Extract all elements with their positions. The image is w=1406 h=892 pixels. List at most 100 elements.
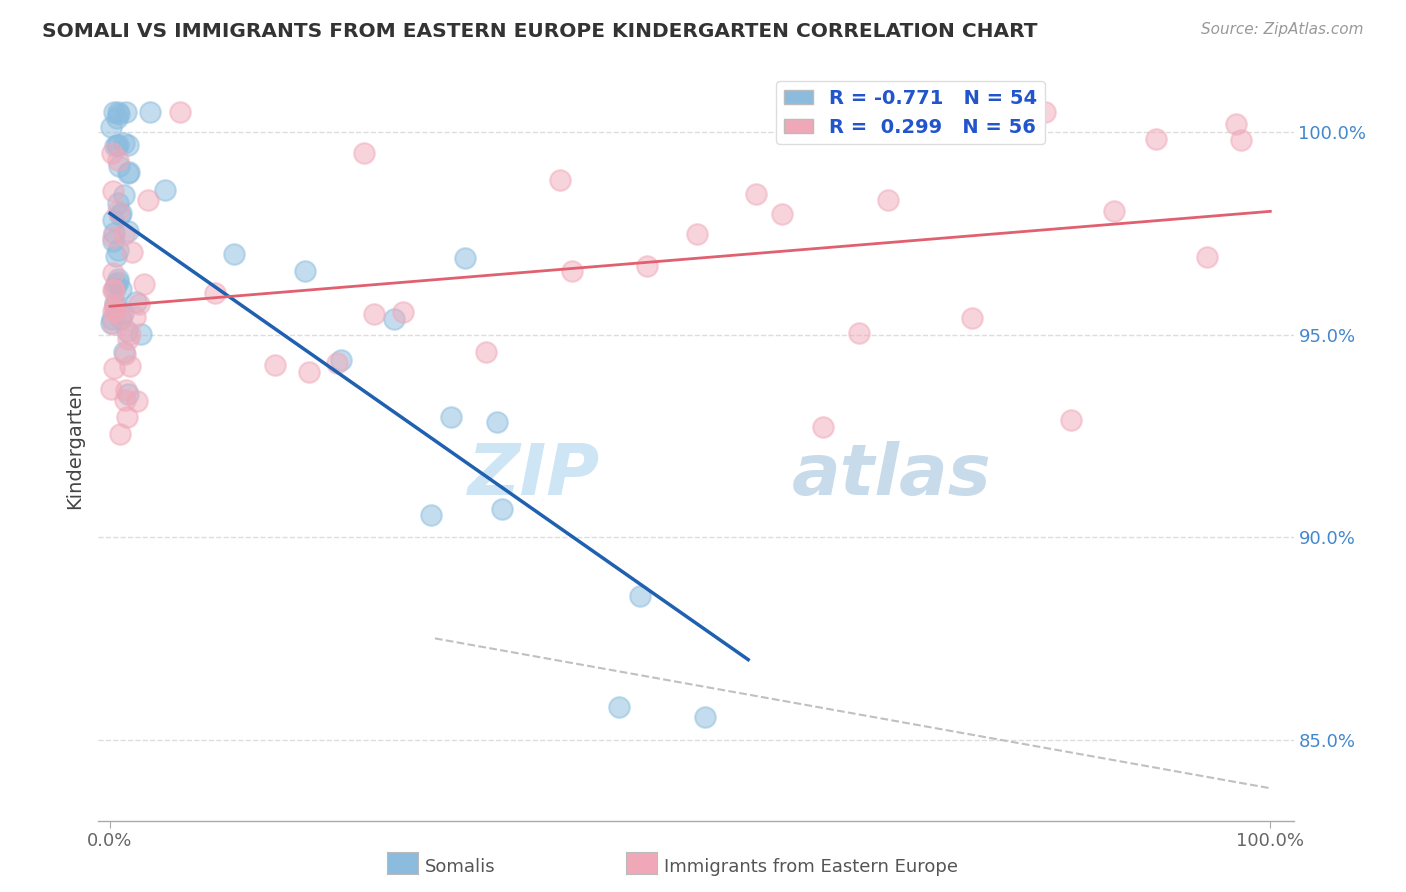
- Point: [114, 347, 136, 361]
- Point: [330, 352, 353, 367]
- Point: [101, 234, 124, 248]
- Point: [112, 136, 135, 150]
- Point: [110, 206, 132, 220]
- Text: atlas: atlas: [792, 442, 991, 510]
- Point: [770, 207, 793, 221]
- Point: [1195, 250, 1218, 264]
- Point: [1033, 104, 1056, 119]
- Point: [103, 104, 125, 119]
- Point: [117, 166, 139, 180]
- Point: [112, 306, 135, 320]
- Point: [104, 139, 127, 153]
- Point: [107, 203, 129, 218]
- Point: [117, 138, 139, 153]
- Point: [129, 326, 152, 341]
- Point: [108, 427, 131, 442]
- Point: [115, 104, 138, 119]
- Point: [117, 387, 139, 401]
- Point: [115, 410, 138, 425]
- Point: [107, 104, 129, 119]
- Point: [204, 286, 226, 301]
- Point: [1144, 132, 1167, 146]
- Point: [124, 310, 146, 325]
- Point: [100, 316, 122, 330]
- Point: [1060, 413, 1083, 427]
- Point: [121, 244, 143, 259]
- Point: [630, 589, 652, 603]
- Point: [105, 137, 128, 152]
- Point: [114, 393, 136, 408]
- Point: [607, 699, 630, 714]
- Point: [108, 159, 131, 173]
- Point: [745, 186, 768, 201]
- Point: [101, 266, 124, 280]
- Point: [115, 324, 138, 338]
- Point: [107, 272, 129, 286]
- Point: [104, 298, 127, 312]
- Point: [491, 501, 513, 516]
- Text: Source: ZipAtlas.com: Source: ZipAtlas.com: [1201, 22, 1364, 37]
- Point: [104, 303, 127, 318]
- Point: [169, 104, 191, 119]
- Point: [153, 183, 176, 197]
- Point: [139, 104, 162, 119]
- Point: [420, 508, 443, 523]
- Point: [294, 264, 316, 278]
- Point: [118, 359, 141, 374]
- Point: [1225, 117, 1247, 131]
- Point: [101, 283, 124, 297]
- Point: [363, 307, 385, 321]
- Point: [107, 138, 129, 153]
- Point: [103, 283, 125, 297]
- Point: [104, 296, 127, 310]
- Point: [877, 193, 900, 207]
- Text: Somalis: Somalis: [425, 858, 495, 876]
- Point: [485, 415, 508, 429]
- Point: [100, 120, 122, 134]
- Point: [475, 345, 498, 359]
- Point: [960, 311, 983, 326]
- Point: [695, 710, 717, 724]
- Point: [100, 311, 122, 326]
- Point: [392, 305, 415, 319]
- Point: [811, 420, 834, 434]
- Point: [263, 358, 285, 372]
- Point: [636, 260, 658, 274]
- Point: [548, 172, 571, 186]
- Point: [101, 303, 124, 318]
- Point: [115, 383, 138, 397]
- Point: [107, 153, 129, 168]
- Point: [382, 312, 405, 326]
- Point: [105, 249, 128, 263]
- Point: [848, 326, 870, 340]
- Point: [110, 312, 132, 326]
- Point: [1102, 204, 1125, 219]
- Point: [686, 227, 709, 242]
- Point: [104, 300, 127, 314]
- Point: [222, 247, 245, 261]
- Point: [101, 146, 124, 161]
- Point: [132, 277, 155, 292]
- Point: [103, 317, 125, 331]
- Point: [104, 277, 127, 291]
- Point: [440, 410, 463, 425]
- Point: [107, 195, 129, 210]
- Point: [125, 294, 148, 309]
- Point: [298, 365, 321, 379]
- Point: [112, 188, 135, 202]
- Point: [561, 264, 583, 278]
- Point: [104, 281, 127, 295]
- Point: [353, 145, 375, 160]
- Point: [120, 327, 142, 342]
- Point: [112, 345, 135, 359]
- Point: [103, 360, 125, 375]
- Text: SOMALI VS IMMIGRANTS FROM EASTERN EUROPE KINDERGARTEN CORRELATION CHART: SOMALI VS IMMIGRANTS FROM EASTERN EUROPE…: [42, 22, 1038, 41]
- Point: [118, 165, 141, 179]
- Point: [101, 212, 124, 227]
- Point: [105, 112, 128, 126]
- Point: [125, 393, 148, 408]
- Point: [107, 275, 129, 289]
- Point: [326, 356, 349, 370]
- Point: [101, 184, 124, 198]
- Text: Immigrants from Eastern Europe: Immigrants from Eastern Europe: [664, 858, 957, 876]
